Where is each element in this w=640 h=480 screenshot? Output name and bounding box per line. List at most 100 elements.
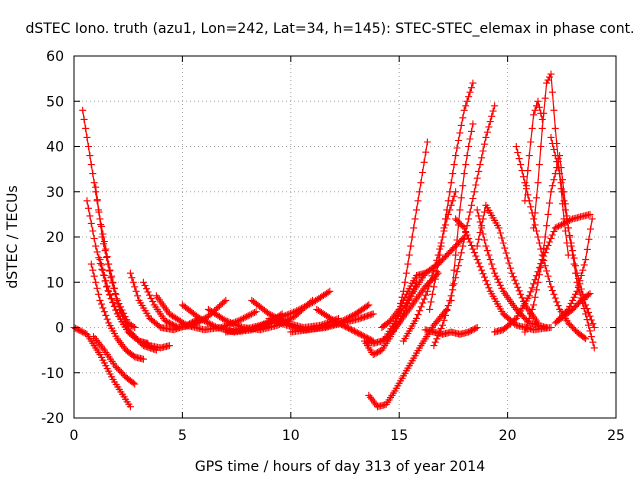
data-point [340, 322, 348, 330]
data-point [442, 311, 449, 319]
data-point [546, 199, 553, 207]
data-point [109, 299, 117, 307]
data-point [462, 161, 470, 169]
data-point [440, 254, 448, 262]
data-point [473, 174, 481, 182]
data-point [86, 152, 94, 160]
data-point [102, 277, 110, 285]
data-point [135, 337, 143, 345]
data-point [449, 197, 457, 205]
data-point [520, 173, 527, 181]
data-point [107, 274, 115, 282]
data-point [567, 216, 575, 224]
data-point [570, 254, 578, 262]
data-point [146, 291, 154, 299]
data-point [550, 146, 558, 153]
data-point [478, 266, 486, 274]
data-point [422, 148, 430, 156]
data-point [483, 247, 491, 255]
data-point [439, 321, 447, 329]
data-point [469, 195, 477, 202]
data-point [144, 341, 152, 349]
data-point [462, 228, 470, 235]
data-point [469, 79, 477, 87]
data-point [92, 278, 100, 286]
data-point [527, 203, 535, 211]
data-point [574, 299, 582, 307]
data-point [273, 318, 281, 325]
data-point [128, 274, 136, 282]
data-point [499, 239, 507, 247]
data-point [82, 124, 90, 132]
data-series [551, 290, 594, 327]
data-series [96, 256, 173, 352]
data-point [304, 301, 312, 309]
data-point [395, 305, 403, 313]
data-point [100, 240, 108, 248]
data-point [96, 256, 104, 264]
data-point [430, 342, 438, 350]
data-point [530, 111, 538, 119]
data-point [402, 290, 410, 298]
data-point [89, 170, 97, 178]
data-point [372, 349, 380, 357]
data-point [95, 254, 103, 262]
data-point [113, 364, 121, 372]
data-point [554, 302, 562, 310]
data-point [564, 319, 572, 327]
data-point [436, 245, 444, 253]
y-axis-label: dSTEC / TECUs [5, 185, 21, 288]
data-point [197, 315, 205, 323]
data-point [550, 228, 558, 235]
data-point [299, 304, 307, 311]
data-point [502, 249, 510, 257]
data-point [533, 194, 540, 202]
data-point [514, 283, 522, 291]
data-point [129, 322, 137, 330]
data-point [100, 272, 108, 279]
data-point [509, 273, 517, 281]
series-line [450, 123, 474, 301]
data-point [181, 320, 189, 328]
data-point [586, 312, 594, 320]
data-point [489, 265, 497, 273]
data-point [85, 143, 92, 150]
data-point [507, 264, 514, 272]
data-point [90, 179, 98, 187]
data-point [569, 305, 577, 313]
data-point [431, 275, 439, 283]
data-point [585, 321, 592, 329]
data-point [449, 170, 457, 178]
data-point [449, 281, 457, 289]
data-point [466, 238, 474, 246]
data-point [544, 210, 552, 218]
data-point [569, 247, 577, 255]
data-point [244, 312, 252, 320]
data-point [582, 310, 590, 318]
data-point [353, 329, 361, 337]
data-point [560, 197, 568, 205]
data-point [420, 158, 428, 166]
data-series [512, 143, 590, 343]
data-point [79, 106, 87, 114]
data-point [335, 319, 342, 327]
data-point [294, 306, 302, 314]
data-point [582, 256, 590, 264]
data-point [547, 283, 555, 291]
data-point [547, 324, 555, 331]
data-point [332, 318, 340, 325]
data-point [117, 309, 125, 317]
data-series [90, 333, 139, 388]
data-point [92, 242, 100, 250]
data-point [553, 158, 561, 166]
data-point [482, 242, 490, 250]
data-point [421, 283, 429, 291]
axis-ticks: 0 5 10 15 20 25 -20 -10 0 10 20 30 40 50 60 [41, 49, 625, 444]
data-point [143, 285, 150, 293]
data-point [414, 311, 422, 319]
data-point [119, 370, 127, 378]
data-series [313, 305, 377, 345]
data-point [140, 339, 148, 347]
data-point [440, 316, 448, 324]
data-point [482, 133, 490, 141]
